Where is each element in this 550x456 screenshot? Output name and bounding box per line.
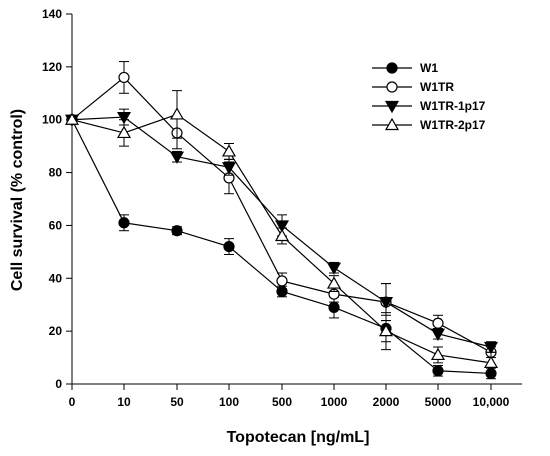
y-tick-label: 60 [49,218,63,232]
data-point [432,365,444,377]
legend-label: W1TR-1p17 [420,99,486,113]
x-tick-label: 500 [272,395,292,409]
x-tick-label: 2000 [373,395,400,409]
data-point [116,111,132,125]
legend-label: W1 [420,61,438,75]
y-tick-label: 40 [49,271,63,285]
data-point [169,151,185,164]
data-point [328,301,340,313]
legend: W1 W1TR W1TR-1p17 W1TR-2p17 [372,61,486,132]
data-point [223,240,235,253]
y-tick-label: 100 [42,113,62,127]
data-point [118,71,130,84]
series-layer [64,61,499,380]
legend-item: W1TR-2p17 [372,117,486,132]
legend-label: W1TR [420,80,454,94]
y-tick-label: 140 [42,7,62,21]
data-point [118,217,130,229]
data-point [483,341,499,355]
y-tick-label: 0 [55,377,62,391]
data-point [432,317,444,329]
data-point [171,225,183,237]
data-point [64,112,80,125]
x-tick-label: 5000 [425,395,452,409]
legend-label: W1TR-2p17 [420,118,486,132]
y-axis-title: Cell survival (% control) [9,109,26,291]
data-point [274,228,290,242]
x-tick-label: 0 [69,395,76,409]
legend-marker [386,81,398,93]
x-tick-label: 10 [117,395,131,409]
series-line [71,119,492,375]
legend-marker [384,100,400,114]
legend-marker [386,62,398,74]
legend-item: W1TR-1p17 [372,99,486,114]
series-w1tr-2p17 [64,90,499,374]
data-point [326,262,342,275]
y-tick-label: 120 [42,60,62,74]
data-point [326,276,342,289]
axes-layer: 0 20 40 60 80 100 120 140 0 10 50 100 500 1000 2000 500… [42,7,522,409]
series-w1 [66,114,497,380]
legend-item: W1 [372,61,438,75]
data-point [221,162,237,175]
y-tick-label: 80 [49,166,63,180]
data-point [378,296,394,310]
data-point [276,275,288,287]
data-point [274,220,290,233]
data-point [430,328,446,341]
x-tick-label: 10,000 [473,395,510,409]
data-point [483,355,499,368]
data-point [378,323,394,337]
data-point [169,107,185,120]
x-axis-title: Topotecan [ng/mL] [227,429,370,446]
legend-item: W1TR [372,80,454,94]
y-tick-label: 20 [49,324,63,338]
data-point [221,144,237,157]
legend-marker [384,117,400,131]
x-tick-label: 100 [219,395,239,409]
x-tick-label: 1000 [321,395,348,409]
data-point [430,347,446,361]
x-tick-label: 50 [170,395,184,409]
data-point [116,125,132,139]
